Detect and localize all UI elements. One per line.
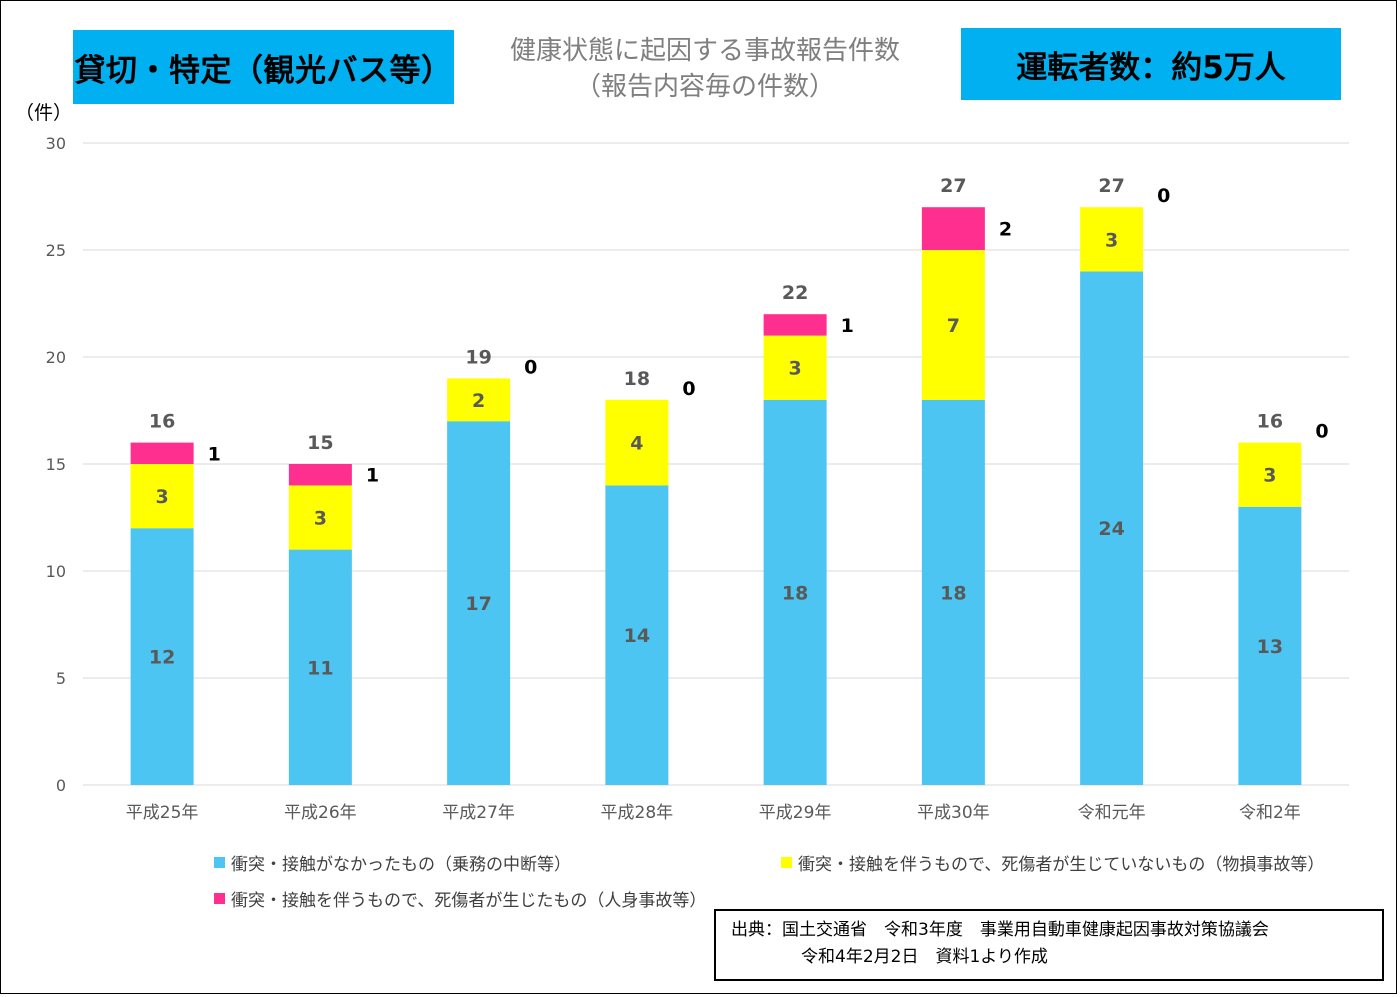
data-label-property-damage: 3 — [1105, 229, 1118, 251]
legend-swatch-non-contact — [214, 857, 225, 868]
y-tick-label: 15 — [46, 455, 66, 474]
y-axis-unit-label: （件） — [15, 102, 73, 124]
bar-segment-non-contact — [447, 421, 511, 785]
bar-segment-injury — [921, 207, 985, 250]
legend-item-injury: 衝突・接触を伴うもので、死傷者が生じたもの（人身事故等） — [214, 886, 706, 911]
data-label-property-damage: 3 — [314, 508, 327, 530]
data-label-property-damage: 2 — [472, 390, 485, 412]
legend-label-non-contact: 衝突・接触がなかったもの（乗務の中断等） — [231, 855, 571, 875]
bar-segment-property-damage — [1080, 207, 1144, 272]
bar-segment-non-contact — [605, 485, 669, 785]
bar-segment-non-contact — [1080, 271, 1144, 785]
data-label-non-contact: 14 — [624, 625, 650, 647]
bar-segment-non-contact — [1238, 506, 1302, 785]
legend-label-property-damage: 衝突・接触を伴うもので、死傷者が生じていないもの（物損事故等） — [798, 855, 1325, 875]
bar-segment-injury — [763, 314, 827, 336]
x-tick-label: 平成25年 — [126, 803, 199, 823]
total-label: 22 — [782, 282, 808, 304]
data-label-injury: 1 — [366, 465, 379, 487]
x-tick-label: 令和元年 — [1078, 803, 1146, 823]
source-line-2: 令和4年2月2日 資料1より作成 — [801, 947, 1048, 967]
data-label-non-contact: 24 — [1098, 518, 1124, 540]
bar-segment-property-damage — [1238, 442, 1302, 507]
total-label: 27 — [1098, 175, 1124, 197]
x-tick-label: 平成26年 — [284, 803, 357, 823]
total-label: 27 — [940, 175, 966, 197]
data-label-injury: 0 — [524, 356, 537, 378]
total-label: 18 — [624, 368, 650, 390]
data-label-injury: 2 — [999, 219, 1012, 241]
bar-segment-property-damage — [921, 250, 985, 400]
bar-segment-property-damage — [763, 335, 827, 400]
source-line-1: 出典：国土交通省 令和3年度 事業用自動車健康起因事故対策協議会 — [731, 920, 1269, 940]
bar-segment-non-contact — [130, 528, 194, 785]
data-label-injury: 0 — [1157, 185, 1170, 207]
data-label-non-contact: 18 — [782, 582, 808, 604]
x-tick-label: 令和2年 — [1239, 803, 1301, 823]
data-label-property-damage: 3 — [1263, 465, 1276, 487]
legend-item-non-contact: 衝突・接触がなかったもの（乗務の中断等） — [214, 850, 571, 875]
total-label: 15 — [307, 432, 333, 454]
data-label-property-damage: 3 — [789, 358, 802, 380]
x-tick-label: 平成30年 — [917, 803, 990, 823]
data-label-injury: 1 — [208, 443, 221, 465]
legend-item-property-damage: 衝突・接触を伴うもので、死傷者が生じていないもの（物損事故等） — [781, 850, 1324, 875]
data-label-non-contact: 11 — [307, 657, 333, 679]
bar-segment-non-contact — [921, 399, 985, 785]
data-label-property-damage: 3 — [156, 486, 169, 508]
data-label-property-damage: 4 — [630, 433, 643, 455]
data-label-non-contact: 12 — [149, 647, 175, 669]
total-label: 16 — [149, 411, 175, 433]
bar-segment-property-damage — [288, 485, 352, 550]
data-label-non-contact: 17 — [465, 593, 491, 615]
legend-swatch-injury — [214, 893, 225, 904]
bar-segment-non-contact — [288, 549, 352, 785]
chart-title: 健康状態に起因する事故報告件数 — [509, 36, 900, 66]
bar-segment-property-damage — [447, 378, 511, 422]
y-tick-label: 10 — [46, 562, 66, 581]
category-badge: 貸切・特定（観光バス等） — [73, 30, 454, 104]
y-tick-label: 20 — [46, 348, 66, 367]
y-tick-label: 5 — [56, 669, 66, 688]
bar-segment-injury — [288, 464, 352, 486]
bar-segment-non-contact — [763, 399, 827, 785]
y-tick-label: 25 — [46, 241, 66, 260]
y-tick-label: 30 — [46, 134, 66, 153]
chart-subtitle: （報告内容毎の件数） — [574, 72, 835, 102]
bar-segment-property-damage — [130, 464, 194, 529]
data-label-injury: 1 — [841, 315, 854, 337]
total-label: 19 — [465, 346, 491, 368]
y-tick-label: 0 — [56, 776, 66, 795]
data-label-non-contact: 18 — [940, 582, 966, 604]
bar-segment-injury — [130, 442, 194, 464]
legend-swatch-property-damage — [781, 857, 792, 868]
bar-segment-property-damage — [605, 399, 669, 486]
x-tick-label: 平成28年 — [601, 803, 674, 823]
data-label-injury: 0 — [682, 378, 695, 400]
data-label-injury: 0 — [1315, 421, 1328, 443]
source-note: 出典：国土交通省 令和3年度 事業用自動車健康起因事故対策協議会 令和4年2月2… — [714, 909, 1384, 981]
total-label: 16 — [1257, 411, 1283, 433]
data-label-property-damage: 7 — [947, 315, 960, 337]
legend-label-injury: 衝突・接触を伴うもので、死傷者が生じたもの（人身事故等） — [231, 891, 707, 911]
driver-count-badge: 運転者数：約5万人 — [961, 28, 1341, 100]
x-tick-label: 平成29年 — [759, 803, 832, 823]
x-tick-label: 平成27年 — [442, 803, 515, 823]
data-label-non-contact: 13 — [1257, 636, 1283, 658]
